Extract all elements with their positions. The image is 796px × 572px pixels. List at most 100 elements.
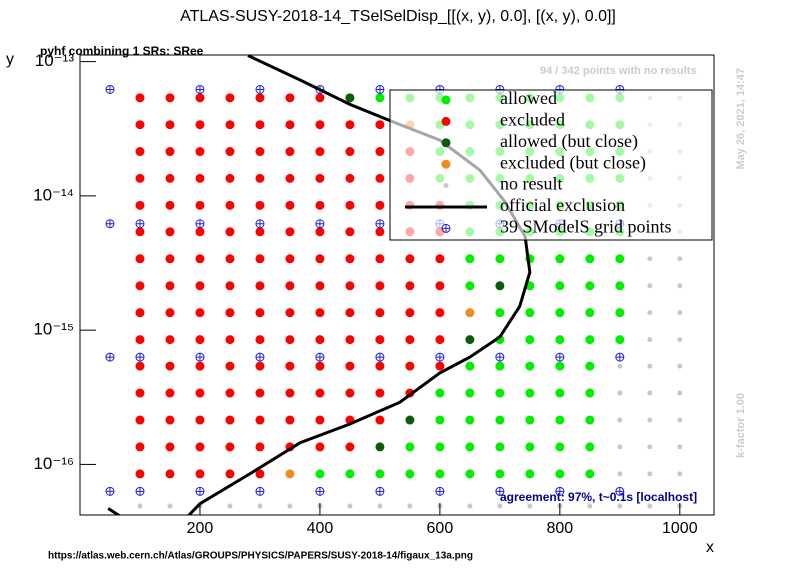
point bbox=[555, 335, 565, 345]
point bbox=[345, 254, 355, 264]
point bbox=[285, 254, 295, 264]
point bbox=[435, 442, 445, 452]
point bbox=[315, 173, 325, 183]
point bbox=[225, 227, 235, 237]
y-tick-label: 10⁻¹⁵ bbox=[33, 320, 74, 339]
point bbox=[585, 281, 595, 291]
point bbox=[647, 417, 653, 423]
point bbox=[135, 442, 145, 452]
x-tick-label: 400 bbox=[307, 520, 334, 537]
point bbox=[195, 469, 205, 479]
point bbox=[165, 361, 175, 371]
point bbox=[225, 415, 235, 425]
point bbox=[585, 254, 595, 264]
point bbox=[165, 227, 175, 237]
point bbox=[255, 415, 265, 425]
point bbox=[617, 417, 623, 423]
point bbox=[555, 388, 565, 398]
point bbox=[677, 337, 683, 343]
point bbox=[225, 120, 235, 130]
point bbox=[677, 310, 683, 316]
point bbox=[525, 415, 535, 425]
point bbox=[375, 120, 385, 130]
point bbox=[525, 361, 535, 371]
point bbox=[405, 281, 415, 291]
point bbox=[435, 335, 445, 345]
legend-label: excluded (but close) bbox=[500, 152, 646, 173]
point bbox=[375, 361, 385, 371]
point bbox=[135, 120, 145, 130]
x-tick-label: 200 bbox=[187, 520, 214, 537]
point bbox=[225, 469, 235, 479]
point bbox=[195, 388, 205, 398]
point bbox=[285, 227, 295, 237]
point bbox=[225, 442, 235, 452]
point bbox=[585, 388, 595, 398]
point bbox=[195, 93, 205, 103]
point bbox=[225, 281, 235, 291]
point bbox=[495, 469, 505, 479]
point bbox=[435, 361, 445, 371]
point bbox=[375, 281, 385, 291]
grid-point bbox=[375, 352, 385, 362]
point bbox=[435, 388, 445, 398]
point bbox=[375, 200, 385, 210]
grid-point bbox=[105, 219, 115, 229]
point bbox=[375, 173, 385, 183]
point bbox=[585, 308, 595, 318]
point bbox=[647, 283, 653, 289]
point bbox=[405, 335, 415, 345]
point bbox=[405, 361, 415, 371]
exclusion-line bbox=[107, 507, 122, 515]
legend-label: official exclusion bbox=[500, 195, 625, 215]
agreement-note: agreement: 97%, t~0.1s [localhost] bbox=[500, 490, 697, 504]
point bbox=[135, 415, 145, 425]
point bbox=[375, 147, 385, 157]
legend-label: allowed bbox=[500, 88, 557, 108]
grid-point bbox=[255, 486, 265, 496]
point bbox=[165, 200, 175, 210]
point bbox=[345, 442, 355, 452]
grid-point bbox=[375, 486, 385, 496]
grid-point bbox=[105, 84, 115, 94]
grid-point bbox=[495, 352, 505, 362]
x-tick-label: 600 bbox=[427, 520, 454, 537]
point bbox=[647, 363, 653, 369]
point bbox=[285, 361, 295, 371]
grid-point bbox=[495, 486, 505, 496]
point bbox=[315, 120, 325, 130]
point bbox=[257, 503, 263, 509]
grid-point bbox=[435, 486, 445, 496]
grid-point bbox=[255, 219, 265, 229]
point bbox=[615, 281, 625, 291]
point bbox=[315, 281, 325, 291]
point bbox=[195, 173, 205, 183]
point bbox=[285, 200, 295, 210]
point bbox=[375, 469, 385, 479]
point bbox=[165, 281, 175, 291]
point bbox=[375, 388, 385, 398]
point bbox=[677, 283, 683, 289]
point bbox=[375, 335, 385, 345]
point bbox=[165, 93, 175, 103]
point bbox=[255, 442, 265, 452]
point bbox=[195, 254, 205, 264]
point bbox=[647, 256, 653, 262]
point bbox=[255, 361, 265, 371]
point bbox=[555, 415, 565, 425]
point bbox=[255, 308, 265, 318]
point bbox=[345, 469, 355, 479]
point bbox=[647, 444, 653, 450]
legend-swatch bbox=[441, 95, 451, 105]
point bbox=[435, 469, 445, 479]
point bbox=[225, 254, 235, 264]
point bbox=[647, 337, 653, 343]
point bbox=[465, 415, 475, 425]
grid-point bbox=[315, 352, 325, 362]
point bbox=[465, 281, 475, 291]
point bbox=[617, 363, 623, 369]
x-tick-label: 800 bbox=[546, 520, 573, 537]
point bbox=[195, 227, 205, 237]
point bbox=[195, 335, 205, 345]
point bbox=[615, 335, 625, 345]
